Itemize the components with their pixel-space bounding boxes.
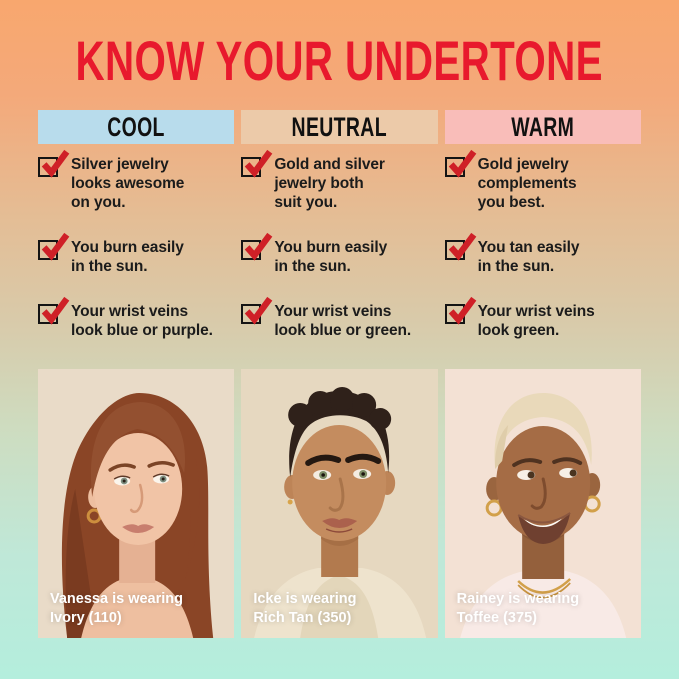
- checklist-item-text: Your wrist veins look blue or purple.: [71, 303, 213, 339]
- checked-checkbox-icon: [38, 232, 70, 261]
- model-portrait-neutral: [241, 369, 438, 638]
- column-header-neutral: NEUTRAL: [241, 110, 438, 144]
- photo-caption-neutral: Icke is wearing Rich Tan (350): [253, 591, 357, 626]
- checked-checkbox-icon: [444, 149, 476, 178]
- checklist-item-text: Your wrist veins look green.: [477, 303, 595, 339]
- model-portrait-warm: [444, 369, 641, 638]
- column-neutral: NEUTRAL Gold and silver jewelry both sui…: [241, 110, 438, 638]
- checklist-item: Gold and silver jewelry both suit you.: [241, 149, 437, 212]
- page-title: KNOW YOUR UNDERTONE: [75, 28, 604, 92]
- checklist-cool: Silver jewelry looks awesome on you. You…: [38, 144, 234, 369]
- checked-checkbox-icon: [38, 296, 70, 325]
- column-header-warm-label: WARM: [511, 111, 575, 142]
- checklist-item: Your wrist veins look green.: [444, 296, 641, 340]
- checked-checkbox-icon: [241, 296, 273, 325]
- column-header-cool: COOL: [38, 110, 235, 144]
- checklist-item-text: You burn easily in the sun.: [71, 239, 184, 275]
- model-photo-warm: Rainey is wearing Toffee (375): [444, 369, 641, 638]
- checklist-item: You burn easily in the sun.: [38, 232, 234, 276]
- checklist-item: You tan easily in the sun.: [444, 232, 641, 276]
- model-photo-cool: Vanessa is wearing Ivory (110): [38, 369, 235, 638]
- checklist-item: Your wrist veins look blue or purple.: [38, 296, 234, 340]
- checklist-item: Gold jewelry complements you best.: [444, 149, 641, 212]
- checklist-item-text: Gold and silver jewelry both suit you.: [274, 156, 385, 211]
- columns-grid: COOL Silver jewelry looks awesome on you…: [38, 110, 641, 638]
- checklist-item: You burn easily in the sun.: [241, 232, 437, 276]
- checklist-neutral: Gold and silver jewelry both suit you. Y…: [241, 144, 437, 369]
- checked-checkbox-icon: [241, 149, 273, 178]
- checklist-item-text: You burn easily in the sun.: [274, 239, 388, 275]
- photo-caption-warm: Rainey is wearing Toffee (375): [456, 591, 580, 626]
- title-row: KNOW YOUR UNDERTONE: [38, 0, 641, 110]
- checklist-item-text: Silver jewelry looks awesome on you.: [71, 156, 185, 211]
- column-header-neutral-label: NEUTRAL: [291, 111, 388, 142]
- checked-checkbox-icon: [38, 149, 70, 178]
- checklist-item-text: Your wrist veins look blue or green.: [274, 303, 412, 339]
- model-photo-neutral: Icke is wearing Rich Tan (350): [241, 369, 438, 638]
- column-warm: WARM Gold jewelry complements you best. …: [444, 110, 641, 638]
- checklist-item: Silver jewelry looks awesome on you.: [38, 149, 234, 212]
- checklist-item-text: Gold jewelry complements you best.: [477, 156, 577, 211]
- photo-caption-cool: Vanessa is wearing Ivory (110): [50, 591, 183, 626]
- checked-checkbox-icon: [444, 232, 476, 261]
- checklist-item-text: You tan easily in the sun.: [477, 239, 580, 275]
- column-header-cool-label: COOL: [107, 111, 165, 142]
- checklist-warm: Gold jewelry complements you best. You t…: [444, 144, 641, 369]
- checklist-item: Your wrist veins look blue or green.: [241, 296, 437, 340]
- model-portrait-cool: [38, 369, 235, 638]
- column-header-warm: WARM: [444, 110, 641, 144]
- column-cool: COOL Silver jewelry looks awesome on you…: [38, 110, 235, 638]
- checked-checkbox-icon: [444, 296, 476, 325]
- checked-checkbox-icon: [241, 232, 273, 261]
